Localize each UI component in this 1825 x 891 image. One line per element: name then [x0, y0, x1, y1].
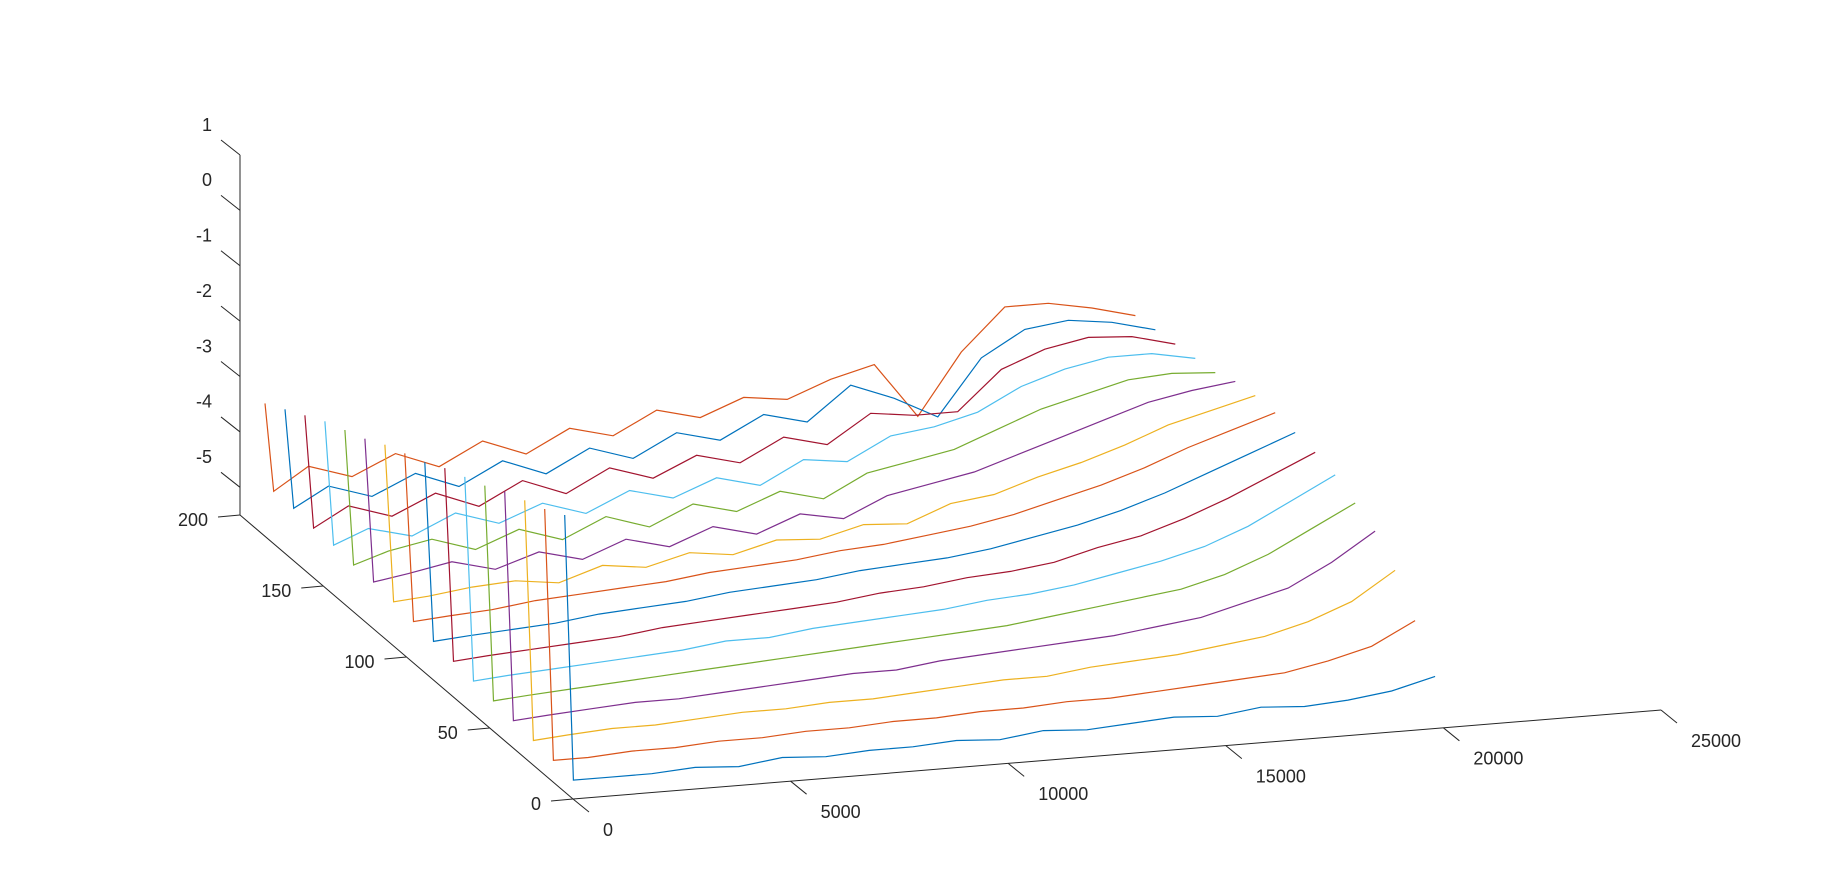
y-tick: [467, 727, 490, 731]
y-tick-label: 0: [531, 794, 541, 814]
z-tick: [220, 361, 241, 377]
series-line: [384, 395, 1256, 603]
x-tick: [572, 798, 590, 813]
z-tick: [220, 305, 241, 322]
z-tick-label: 0: [202, 170, 212, 190]
y-tick-label: 200: [178, 510, 208, 530]
x-tick-label: 5000: [821, 802, 861, 822]
y-tick-label: 150: [261, 581, 291, 601]
y-tick: [384, 656, 407, 660]
series-line: [444, 451, 1316, 663]
z-tick: [220, 250, 241, 267]
x-tick-label: 15000: [1256, 766, 1306, 786]
x-tick: [1007, 763, 1025, 777]
x-tick: [790, 780, 807, 795]
series-line: [564, 514, 1436, 781]
series-line: [544, 508, 1416, 761]
z-tick: [220, 139, 241, 156]
x-tick-label: 10000: [1038, 784, 1088, 804]
series-line: [344, 372, 1216, 566]
z-tick-label: -2: [196, 281, 212, 301]
series-line: [264, 302, 1136, 493]
z-tick-label: 1: [202, 115, 212, 135]
z-tick: [220, 471, 241, 488]
z-tick-label: -1: [196, 226, 212, 246]
series-line: [464, 474, 1336, 682]
y-tick-label: 100: [344, 652, 374, 672]
series-line: [304, 335, 1176, 530]
z-tick-label: -5: [196, 447, 212, 467]
z-tick-label: -3: [196, 336, 212, 356]
y-tick: [301, 585, 324, 589]
x-tick-label: 20000: [1473, 749, 1523, 769]
x-tick-label: 25000: [1691, 731, 1741, 751]
x-tick: [1225, 745, 1243, 759]
x-tick-label: 0: [603, 820, 613, 840]
series-line: [404, 412, 1276, 623]
series-line: [424, 431, 1296, 643]
series-line: [524, 500, 1396, 742]
series-line: [364, 380, 1236, 583]
series-line: [504, 491, 1376, 722]
series-line: [484, 485, 1356, 702]
z-tick-label: -4: [196, 392, 212, 412]
series-line: [284, 319, 1156, 510]
x-axis: [572, 709, 1662, 800]
y-tick-label: 50: [438, 723, 458, 743]
z-tick: [220, 416, 241, 433]
series-line: [324, 352, 1196, 547]
x-tick: [1660, 709, 1678, 724]
x-tick: [1443, 727, 1460, 742]
y-tick: [550, 798, 574, 802]
y-tick: [217, 514, 241, 518]
z-tick: [220, 194, 241, 211]
